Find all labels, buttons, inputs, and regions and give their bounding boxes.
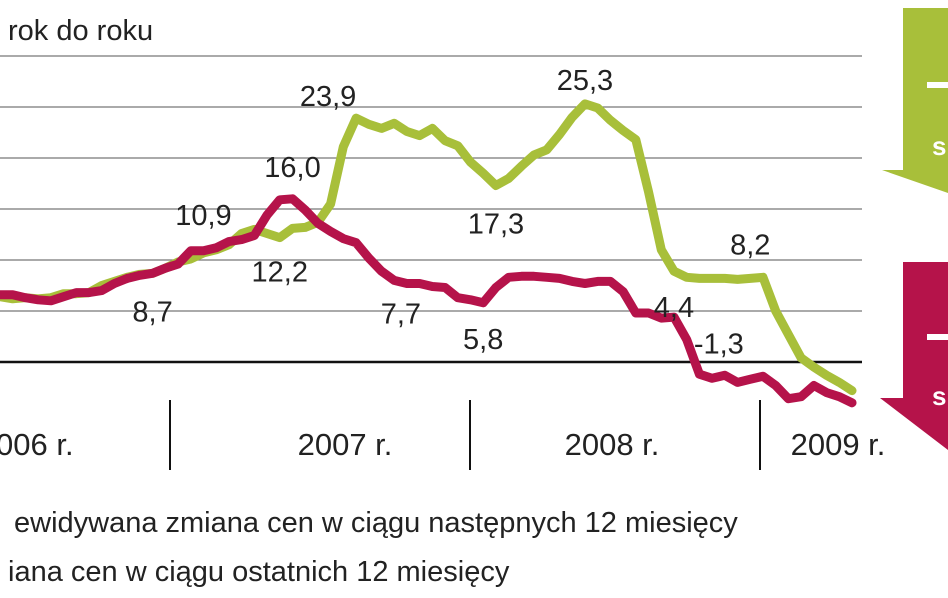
data-label: 25,3 bbox=[557, 65, 613, 97]
legend: ewidywana zmiana cen w ciągu następnych … bbox=[8, 507, 738, 588]
data-label: 8,2 bbox=[730, 229, 770, 261]
x-tick-label: 2009 r. bbox=[791, 427, 886, 462]
svg-text:s: s bbox=[932, 381, 946, 411]
grid-lines bbox=[0, 55, 862, 312]
x-tick-label: 2008 r. bbox=[565, 427, 660, 462]
x-axis-dividers bbox=[169, 400, 761, 470]
x-axis-labels: 006 r. 2007 r. 2008 r. 2009 r. bbox=[0, 427, 885, 462]
legend-label-expected: ewidywana zmiana cen w ciągu następnych … bbox=[14, 507, 738, 539]
data-label: 12,2 bbox=[252, 257, 308, 289]
x-tick-label: 006 r. bbox=[0, 427, 74, 462]
data-label: 17,3 bbox=[468, 209, 524, 241]
unit-label: rok do roku bbox=[8, 15, 153, 47]
data-label: 4,4 bbox=[654, 292, 694, 324]
data-label: 10,9 bbox=[175, 200, 231, 232]
arrow-down-icon-red: s bbox=[880, 262, 948, 450]
data-label: 7,7 bbox=[381, 298, 421, 330]
legend-label-actual: iana cen w ciągu ostatnich 12 miesięcy bbox=[8, 556, 510, 588]
data-label: 23,9 bbox=[300, 81, 356, 113]
arrow-down-icon-green: s bbox=[882, 8, 948, 193]
series-line-actual bbox=[0, 194, 857, 408]
data-label: -1,3 bbox=[694, 328, 744, 360]
data-label: 8,7 bbox=[132, 296, 172, 328]
x-tick-label: 2007 r. bbox=[298, 427, 393, 462]
data-label: 5,8 bbox=[463, 324, 503, 356]
data-labels: 8,7 12,2 23,9 17,3 25,3 4,4 8,2 10,9 16,0 7,7 5,8 -… bbox=[132, 65, 770, 360]
svg-text:s: s bbox=[932, 131, 946, 161]
data-label: 16,0 bbox=[264, 152, 320, 184]
